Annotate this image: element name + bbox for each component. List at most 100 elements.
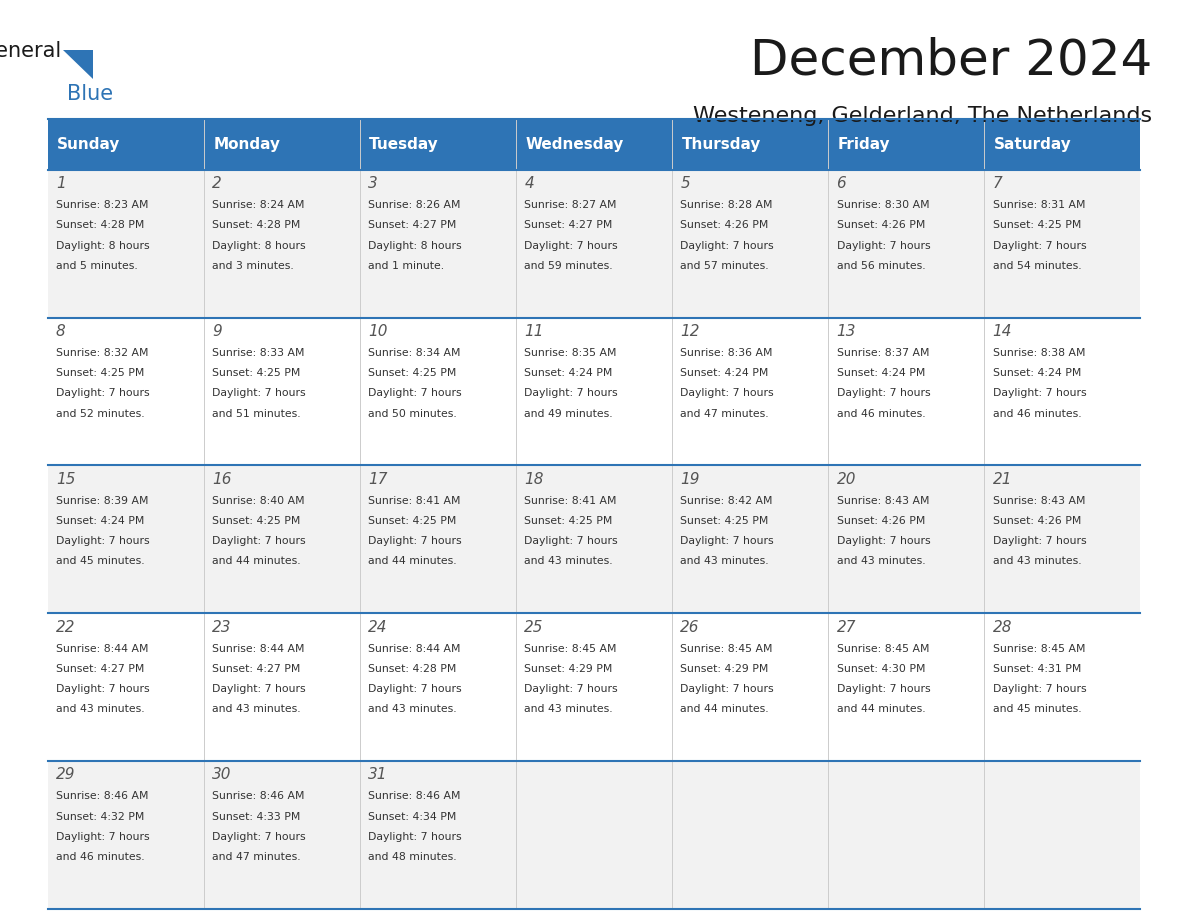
- Text: Thursday: Thursday: [682, 137, 762, 152]
- Text: Sunrise: 8:43 AM: Sunrise: 8:43 AM: [993, 496, 1085, 506]
- Text: and 44 minutes.: and 44 minutes.: [681, 704, 769, 714]
- Text: 7: 7: [993, 176, 1003, 191]
- Text: Sunset: 4:25 PM: Sunset: 4:25 PM: [368, 516, 456, 526]
- Text: Daylight: 7 hours: Daylight: 7 hours: [836, 241, 930, 251]
- Text: Sunset: 4:26 PM: Sunset: 4:26 PM: [993, 516, 1081, 526]
- Text: Sunrise: 8:36 AM: Sunrise: 8:36 AM: [681, 348, 773, 358]
- Text: 24: 24: [368, 620, 387, 634]
- Text: 22: 22: [56, 620, 75, 634]
- Text: Sunset: 4:24 PM: Sunset: 4:24 PM: [681, 368, 769, 378]
- Text: Sunday: Sunday: [57, 137, 120, 152]
- Text: Sunset: 4:32 PM: Sunset: 4:32 PM: [56, 812, 144, 822]
- Text: Sunset: 4:24 PM: Sunset: 4:24 PM: [524, 368, 613, 378]
- Text: Daylight: 7 hours: Daylight: 7 hours: [368, 832, 462, 842]
- Text: and 43 minutes.: and 43 minutes.: [56, 704, 145, 714]
- Text: Sunrise: 8:28 AM: Sunrise: 8:28 AM: [681, 200, 773, 210]
- Text: and 43 minutes.: and 43 minutes.: [211, 704, 301, 714]
- Text: Sunrise: 8:31 AM: Sunrise: 8:31 AM: [993, 200, 1085, 210]
- Text: and 1 minute.: and 1 minute.: [368, 261, 444, 271]
- Text: Sunset: 4:25 PM: Sunset: 4:25 PM: [368, 368, 456, 378]
- Text: Daylight: 7 hours: Daylight: 7 hours: [681, 536, 775, 546]
- Text: Daylight: 7 hours: Daylight: 7 hours: [836, 684, 930, 694]
- Text: Daylight: 7 hours: Daylight: 7 hours: [836, 536, 930, 546]
- Text: Daylight: 7 hours: Daylight: 7 hours: [681, 241, 775, 251]
- Text: 9: 9: [211, 324, 222, 339]
- Text: Daylight: 7 hours: Daylight: 7 hours: [211, 536, 305, 546]
- Text: Daylight: 7 hours: Daylight: 7 hours: [211, 388, 305, 398]
- Text: Daylight: 7 hours: Daylight: 7 hours: [836, 388, 930, 398]
- Text: 29: 29: [56, 767, 75, 782]
- Text: Sunrise: 8:24 AM: Sunrise: 8:24 AM: [211, 200, 304, 210]
- Bar: [48, 318, 1140, 465]
- Text: and 43 minutes.: and 43 minutes.: [836, 556, 925, 566]
- Bar: [48, 761, 1140, 909]
- Text: Sunset: 4:29 PM: Sunset: 4:29 PM: [524, 664, 613, 674]
- Text: Daylight: 7 hours: Daylight: 7 hours: [681, 388, 775, 398]
- Text: Sunset: 4:27 PM: Sunset: 4:27 PM: [211, 664, 301, 674]
- Text: Sunset: 4:24 PM: Sunset: 4:24 PM: [836, 368, 925, 378]
- Text: 4: 4: [524, 176, 533, 191]
- Text: Sunset: 4:27 PM: Sunset: 4:27 PM: [524, 220, 613, 230]
- Text: and 48 minutes.: and 48 minutes.: [368, 852, 456, 862]
- Text: and 44 minutes.: and 44 minutes.: [368, 556, 456, 566]
- Text: Daylight: 7 hours: Daylight: 7 hours: [368, 388, 462, 398]
- Text: December 2024: December 2024: [750, 37, 1152, 84]
- Text: Sunrise: 8:46 AM: Sunrise: 8:46 AM: [56, 791, 148, 801]
- Text: and 43 minutes.: and 43 minutes.: [524, 556, 613, 566]
- Text: Sunrise: 8:34 AM: Sunrise: 8:34 AM: [368, 348, 461, 358]
- Text: Sunrise: 8:26 AM: Sunrise: 8:26 AM: [368, 200, 461, 210]
- Text: Sunrise: 8:44 AM: Sunrise: 8:44 AM: [56, 644, 148, 654]
- Text: 25: 25: [524, 620, 544, 634]
- Text: Sunrise: 8:35 AM: Sunrise: 8:35 AM: [524, 348, 617, 358]
- Text: and 5 minutes.: and 5 minutes.: [56, 261, 138, 271]
- Text: Sunrise: 8:45 AM: Sunrise: 8:45 AM: [524, 644, 617, 654]
- Text: and 43 minutes.: and 43 minutes.: [681, 556, 769, 566]
- Text: Daylight: 7 hours: Daylight: 7 hours: [993, 536, 1086, 546]
- Text: Sunrise: 8:33 AM: Sunrise: 8:33 AM: [211, 348, 304, 358]
- Text: Daylight: 7 hours: Daylight: 7 hours: [524, 684, 618, 694]
- Text: 6: 6: [836, 176, 846, 191]
- Text: Daylight: 7 hours: Daylight: 7 hours: [993, 388, 1086, 398]
- Text: 27: 27: [836, 620, 857, 634]
- Text: 5: 5: [681, 176, 690, 191]
- Text: Sunset: 4:26 PM: Sunset: 4:26 PM: [836, 220, 925, 230]
- Text: Sunset: 4:25 PM: Sunset: 4:25 PM: [681, 516, 769, 526]
- Text: Monday: Monday: [213, 137, 280, 152]
- Text: Sunrise: 8:44 AM: Sunrise: 8:44 AM: [368, 644, 461, 654]
- Text: Sunrise: 8:45 AM: Sunrise: 8:45 AM: [993, 644, 1085, 654]
- Text: and 45 minutes.: and 45 minutes.: [56, 556, 145, 566]
- Text: Daylight: 7 hours: Daylight: 7 hours: [524, 388, 618, 398]
- Text: 11: 11: [524, 324, 544, 339]
- Text: Sunrise: 8:46 AM: Sunrise: 8:46 AM: [211, 791, 304, 801]
- Bar: [48, 119, 1140, 170]
- Text: and 57 minutes.: and 57 minutes.: [681, 261, 769, 271]
- Text: Sunrise: 8:37 AM: Sunrise: 8:37 AM: [836, 348, 929, 358]
- Text: Sunrise: 8:27 AM: Sunrise: 8:27 AM: [524, 200, 617, 210]
- Text: Sunset: 4:26 PM: Sunset: 4:26 PM: [836, 516, 925, 526]
- Text: and 44 minutes.: and 44 minutes.: [836, 704, 925, 714]
- Text: Daylight: 8 hours: Daylight: 8 hours: [368, 241, 462, 251]
- Text: Sunset: 4:27 PM: Sunset: 4:27 PM: [368, 220, 456, 230]
- Text: Sunset: 4:28 PM: Sunset: 4:28 PM: [211, 220, 301, 230]
- Text: Sunrise: 8:23 AM: Sunrise: 8:23 AM: [56, 200, 148, 210]
- Text: Sunset: 4:26 PM: Sunset: 4:26 PM: [681, 220, 769, 230]
- Text: Sunrise: 8:39 AM: Sunrise: 8:39 AM: [56, 496, 148, 506]
- Text: Sunset: 4:28 PM: Sunset: 4:28 PM: [368, 664, 456, 674]
- Text: Sunset: 4:27 PM: Sunset: 4:27 PM: [56, 664, 144, 674]
- Text: Wednesday: Wednesday: [525, 137, 624, 152]
- Text: Daylight: 7 hours: Daylight: 7 hours: [56, 832, 150, 842]
- Text: General: General: [0, 41, 62, 62]
- Text: 28: 28: [993, 620, 1012, 634]
- Text: 17: 17: [368, 472, 387, 487]
- Text: and 49 minutes.: and 49 minutes.: [524, 409, 613, 419]
- Text: Sunset: 4:25 PM: Sunset: 4:25 PM: [524, 516, 613, 526]
- Text: 19: 19: [681, 472, 700, 487]
- Text: 18: 18: [524, 472, 544, 487]
- Text: Daylight: 7 hours: Daylight: 7 hours: [524, 536, 618, 546]
- Text: and 51 minutes.: and 51 minutes.: [211, 409, 301, 419]
- Text: and 47 minutes.: and 47 minutes.: [681, 409, 769, 419]
- Text: Tuesday: Tuesday: [369, 137, 440, 152]
- Text: Daylight: 8 hours: Daylight: 8 hours: [56, 241, 150, 251]
- Text: and 50 minutes.: and 50 minutes.: [368, 409, 457, 419]
- Text: Sunrise: 8:45 AM: Sunrise: 8:45 AM: [681, 644, 773, 654]
